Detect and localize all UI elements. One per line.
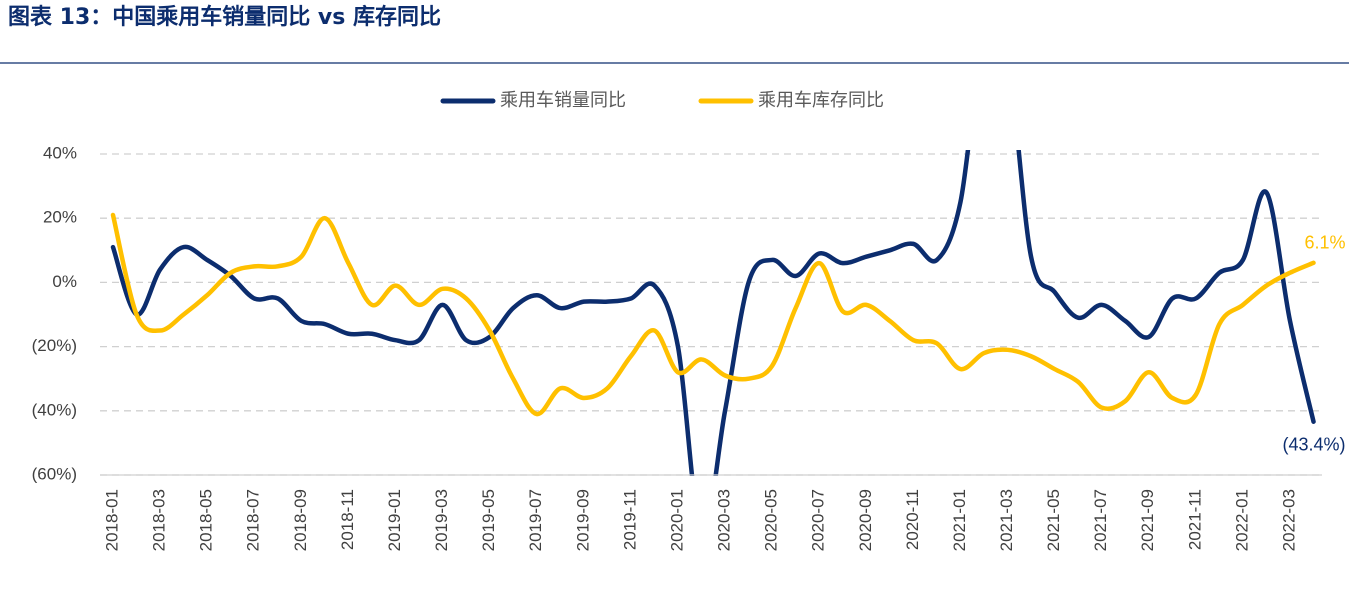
y-tick-label: 40% xyxy=(43,143,77,162)
x-tick-label: 2020-03 xyxy=(715,489,734,551)
series-line xyxy=(110,150,1316,476)
x-tick-label: 2021-07 xyxy=(1091,489,1110,551)
x-tick-label: 2022-03 xyxy=(1279,489,1298,551)
x-tick-label: 2020-07 xyxy=(809,489,828,551)
data-label: (43.4%) xyxy=(1283,434,1346,454)
legend-label: 乘用车销量同比 xyxy=(500,90,626,111)
x-tick-label: 2019-11 xyxy=(620,489,639,550)
legend-label: 乘用车库存同比 xyxy=(758,90,884,111)
y-tick-label: 20% xyxy=(43,208,77,227)
data-label: 6.1% xyxy=(1305,233,1346,253)
x-tick-label: 2021-05 xyxy=(1044,489,1063,551)
x-tick-label: 2021-11 xyxy=(1185,489,1204,550)
x-tick-label: 2021-03 xyxy=(997,489,1016,551)
x-tick-label: 2021-09 xyxy=(1138,489,1157,551)
x-tick-label: 2018-11 xyxy=(338,489,357,550)
x-tick-label: 2018-09 xyxy=(291,489,310,551)
x-tick-label: 2019-01 xyxy=(385,489,404,551)
x-tick-label: 2018-01 xyxy=(102,489,121,551)
x-tick-label: 2022-01 xyxy=(1232,489,1251,551)
y-tick-label: (20%) xyxy=(32,336,77,355)
x-tick-label: 2020-05 xyxy=(762,489,781,551)
series-line xyxy=(110,212,1316,417)
y-tick-label: 0% xyxy=(52,272,77,291)
x-tick-label: 2020-09 xyxy=(856,489,875,551)
x-tick-label: 2020-01 xyxy=(667,489,686,551)
x-tick-label: 2019-09 xyxy=(573,489,592,551)
x-tick-label: 2018-07 xyxy=(244,489,263,551)
x-tick-label: 2019-03 xyxy=(432,489,451,551)
y-tick-label: (60%) xyxy=(32,464,77,483)
chart-title: 图表 13：中国乘用车销量同比 vs 库存同比 xyxy=(8,4,441,30)
x-tick-label: 2019-07 xyxy=(526,489,545,551)
x-tick-label: 2020-11 xyxy=(903,489,922,550)
x-tick-label: 2021-01 xyxy=(950,489,969,551)
y-tick-label: (40%) xyxy=(32,400,77,419)
x-tick-label: 2018-05 xyxy=(197,489,216,551)
x-tick-label: 2018-03 xyxy=(150,489,169,551)
x-tick-label: 2019-05 xyxy=(479,489,498,551)
